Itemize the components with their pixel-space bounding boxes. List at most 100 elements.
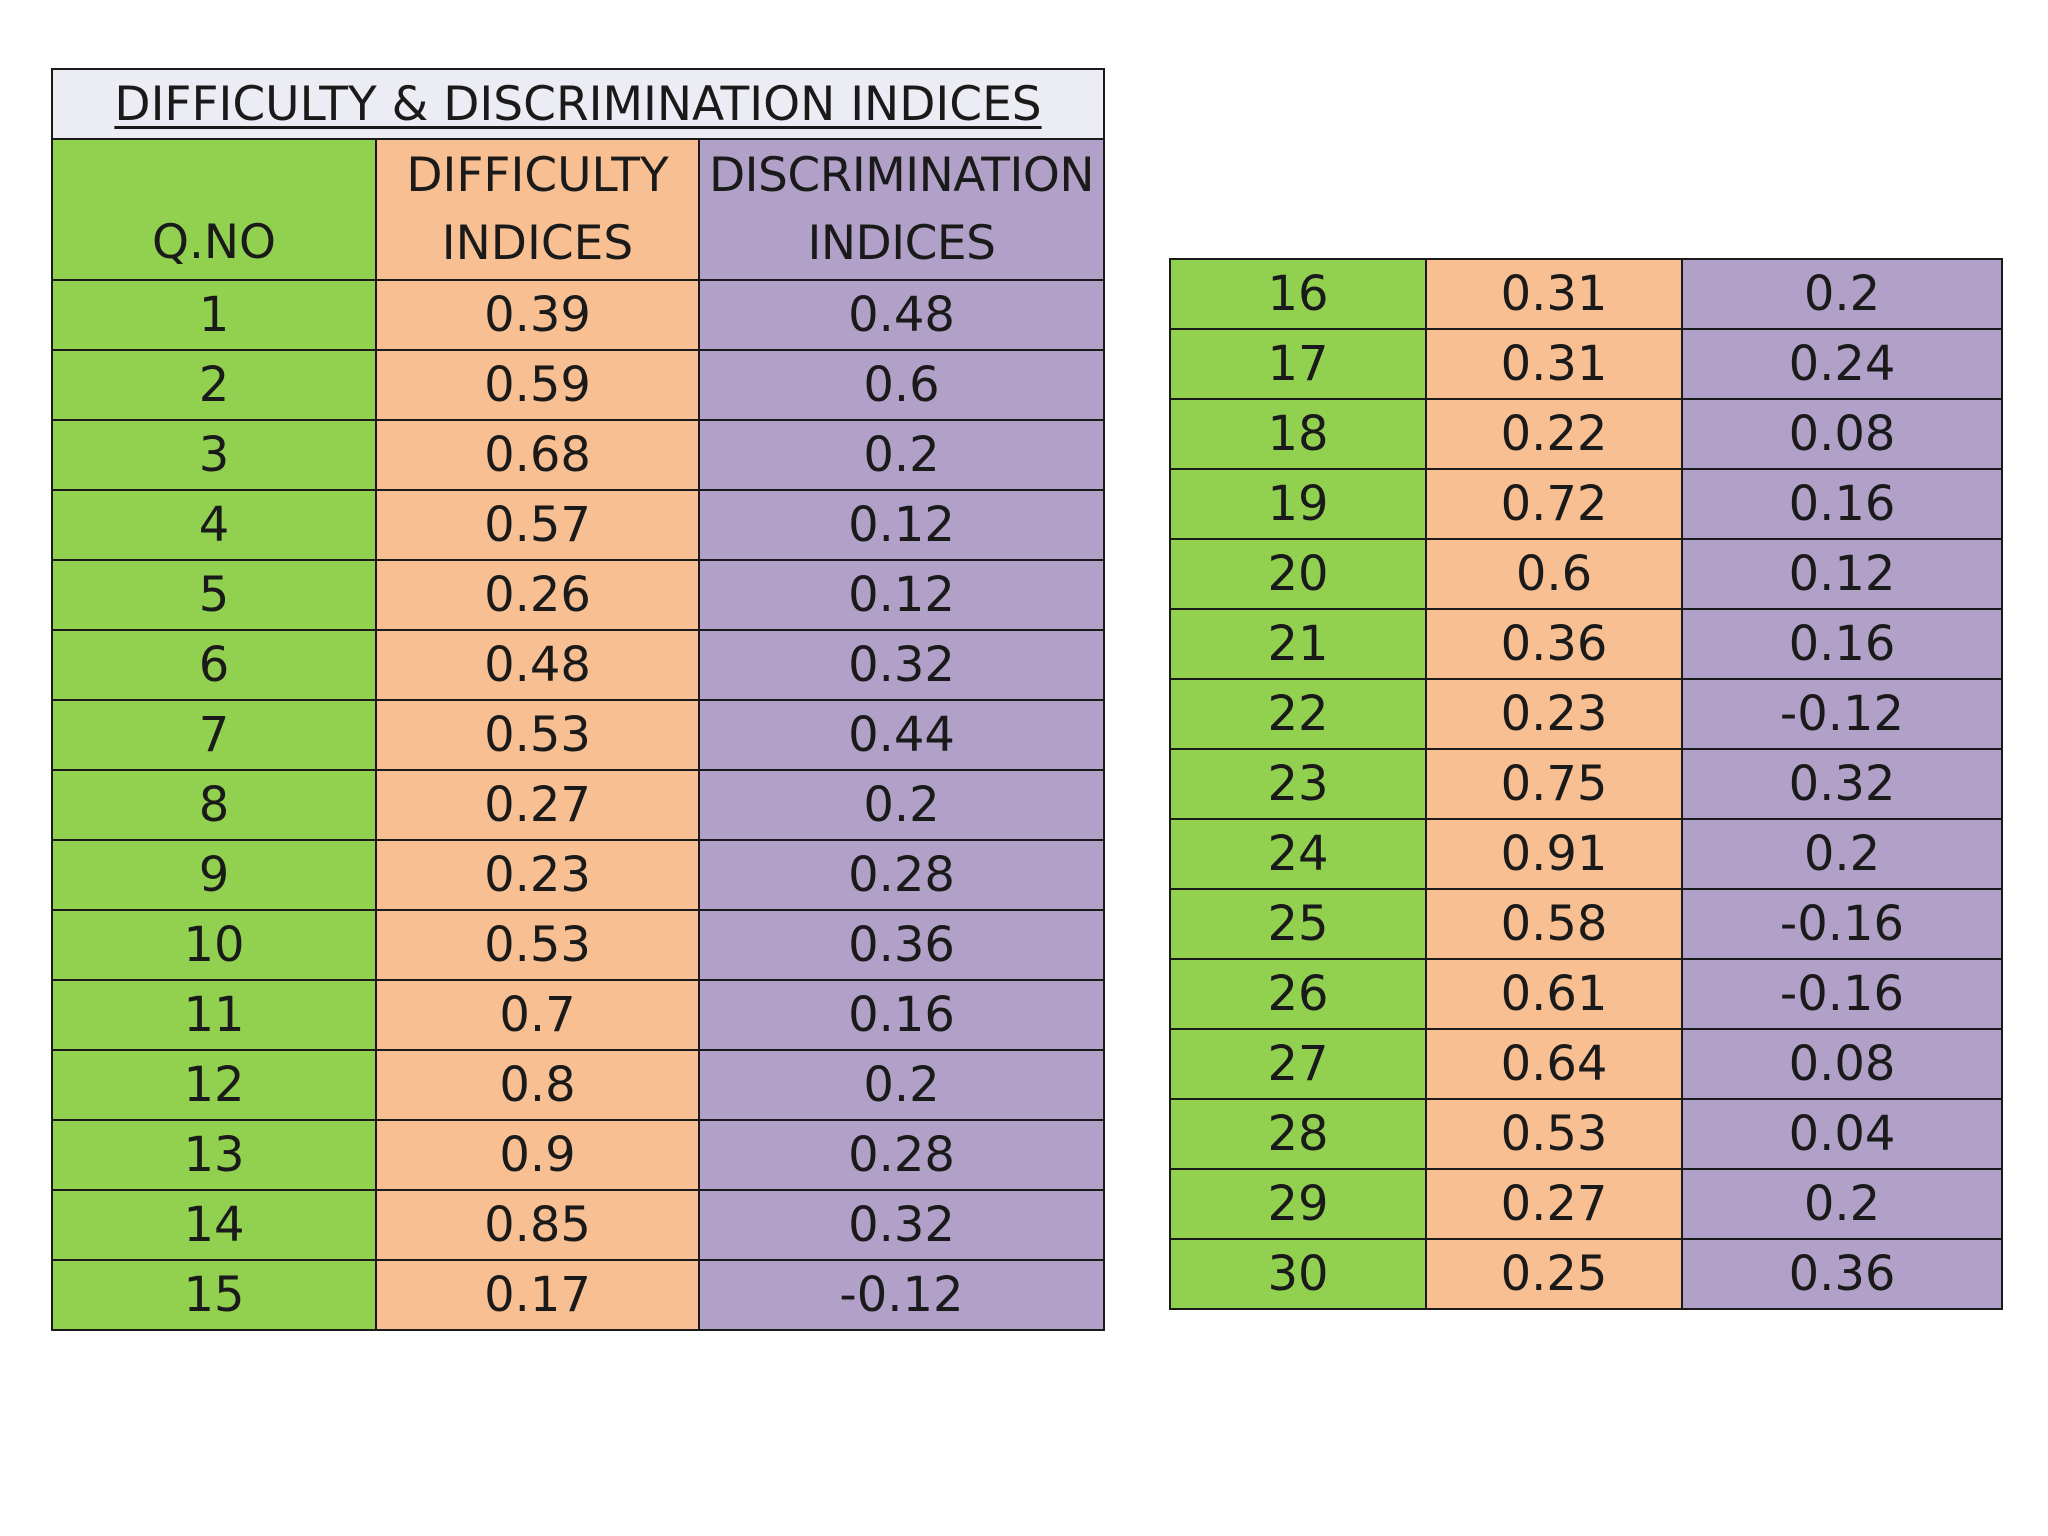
discrimination-cell: 0.32 (698, 629, 1105, 701)
difficulty-cell: 0.75 (1425, 748, 1683, 820)
title-row: DIFFICULTY & DISCRIMINATION INDICES (51, 68, 1105, 140)
table-row: 11 0.7 0.16 (51, 979, 1105, 1051)
table-row: 4 0.57 0.12 (51, 489, 1105, 561)
discrimination-cell: 0.2 (1681, 258, 2003, 330)
table-row: 20 0.6 0.12 (1169, 538, 2003, 610)
qno-cell: 2 (51, 349, 377, 421)
discrimination-cell: 0.12 (698, 559, 1105, 631)
discrimination-cell: 0.36 (698, 909, 1105, 981)
difficulty-cell: 0.57 (375, 489, 700, 561)
difficulty-cell: 0.61 (1425, 958, 1683, 1030)
qno-cell: 4 (51, 489, 377, 561)
qno-cell: 16 (1169, 258, 1427, 330)
qno-cell: 26 (1169, 958, 1427, 1030)
difficulty-cell: 0.31 (1425, 328, 1683, 400)
difficulty-cell: 0.8 (375, 1049, 700, 1121)
table-row: 19 0.72 0.16 (1169, 468, 2003, 540)
qno-cell: 15 (51, 1259, 377, 1331)
difficulty-cell: 0.31 (1425, 258, 1683, 330)
difficulty-cell: 0.59 (375, 349, 700, 421)
qno-cell: 8 (51, 769, 377, 841)
indices-table-right: 16 0.31 0.2 17 0.31 0.24 18 0.22 0.08 19 0.72 0.16 2… (1169, 258, 2003, 1310)
qno-cell: 7 (51, 699, 377, 771)
difficulty-cell: 0.53 (1425, 1098, 1683, 1170)
discrimination-cell: 0.12 (698, 489, 1105, 561)
discrimination-cell: 0.16 (1681, 468, 2003, 540)
table-row: 9 0.23 0.28 (51, 839, 1105, 911)
discrimination-cell: 0.6 (698, 349, 1105, 421)
difficulty-cell: 0.23 (1425, 678, 1683, 750)
qno-cell: 18 (1169, 398, 1427, 470)
header-difficulty-line1: DIFFICULTY (406, 147, 669, 203)
difficulty-cell: 0.39 (375, 279, 700, 351)
table-title: DIFFICULTY & DISCRIMINATION INDICES (51, 68, 1105, 140)
difficulty-cell: 0.26 (375, 559, 700, 631)
difficulty-cell: 0.48 (375, 629, 700, 701)
table-row: 14 0.85 0.32 (51, 1189, 1105, 1261)
difficulty-cell: 0.53 (375, 699, 700, 771)
qno-cell: 1 (51, 279, 377, 351)
discrimination-cell: -0.12 (698, 1259, 1105, 1331)
difficulty-cell: 0.17 (375, 1259, 700, 1331)
header-difficulty: DIFFICULTY INDICES (375, 138, 700, 281)
discrimination-cell: 0.28 (698, 1119, 1105, 1191)
discrimination-cell: 0.2 (1681, 818, 2003, 890)
header-discrimination-line2: INDICES (807, 215, 996, 271)
header-discrimination: DISCRIMINATION INDICES (698, 138, 1105, 281)
qno-cell: 14 (51, 1189, 377, 1261)
table-row: 1 0.39 0.48 (51, 279, 1105, 351)
table-row: 12 0.8 0.2 (51, 1049, 1105, 1121)
discrimination-cell: 0.32 (698, 1189, 1105, 1261)
table-row: 26 0.61 -0.16 (1169, 958, 2003, 1030)
discrimination-cell: 0.08 (1681, 398, 2003, 470)
qno-cell: 5 (51, 559, 377, 631)
table-row: 5 0.26 0.12 (51, 559, 1105, 631)
discrimination-cell: 0.48 (698, 279, 1105, 351)
discrimination-cell: 0.08 (1681, 1028, 2003, 1100)
discrimination-cell: 0.32 (1681, 748, 2003, 820)
difficulty-cell: 0.25 (1425, 1238, 1683, 1310)
discrimination-cell: 0.24 (1681, 328, 2003, 400)
difficulty-cell: 0.22 (1425, 398, 1683, 470)
difficulty-cell: 0.85 (375, 1189, 700, 1261)
discrimination-cell: 0.36 (1681, 1238, 2003, 1310)
table-row: 25 0.58 -0.16 (1169, 888, 2003, 960)
table-row: 28 0.53 0.04 (1169, 1098, 2003, 1170)
discrimination-cell: 0.16 (1681, 608, 2003, 680)
difficulty-cell: 0.91 (1425, 818, 1683, 890)
discrimination-cell: 0.2 (1681, 1168, 2003, 1240)
table-row: 3 0.68 0.2 (51, 419, 1105, 491)
difficulty-cell: 0.64 (1425, 1028, 1683, 1100)
qno-cell: 19 (1169, 468, 1427, 540)
table-row: 23 0.75 0.32 (1169, 748, 2003, 820)
table-row: 15 0.17 -0.12 (51, 1259, 1105, 1331)
discrimination-cell: 0.2 (698, 769, 1105, 841)
qno-cell: 24 (1169, 818, 1427, 890)
discrimination-cell: 0.28 (698, 839, 1105, 911)
qno-cell: 25 (1169, 888, 1427, 960)
difficulty-cell: 0.27 (375, 769, 700, 841)
discrimination-cell: -0.16 (1681, 888, 2003, 960)
difficulty-cell: 0.58 (1425, 888, 1683, 960)
qno-cell: 30 (1169, 1238, 1427, 1310)
discrimination-cell: 0.12 (1681, 538, 2003, 610)
table-row: 2 0.59 0.6 (51, 349, 1105, 421)
qno-cell: 28 (1169, 1098, 1427, 1170)
table-row: 22 0.23 -0.12 (1169, 678, 2003, 750)
discrimination-cell: 0.2 (698, 419, 1105, 491)
qno-cell: 11 (51, 979, 377, 1051)
qno-cell: 29 (1169, 1168, 1427, 1240)
qno-cell: 13 (51, 1119, 377, 1191)
indices-table-left: DIFFICULTY & DISCRIMINATION INDICES Q.NO… (51, 68, 1105, 1331)
table-row: 17 0.31 0.24 (1169, 328, 2003, 400)
difficulty-cell: 0.68 (375, 419, 700, 491)
table-row: 16 0.31 0.2 (1169, 258, 2003, 330)
table-row: 29 0.27 0.2 (1169, 1168, 2003, 1240)
header-qno: Q.NO (51, 138, 377, 281)
table-row: 6 0.48 0.32 (51, 629, 1105, 701)
discrimination-cell: -0.16 (1681, 958, 2003, 1030)
table-row: 27 0.64 0.08 (1169, 1028, 2003, 1100)
qno-cell: 20 (1169, 538, 1427, 610)
qno-cell: 27 (1169, 1028, 1427, 1100)
difficulty-cell: 0.7 (375, 979, 700, 1051)
